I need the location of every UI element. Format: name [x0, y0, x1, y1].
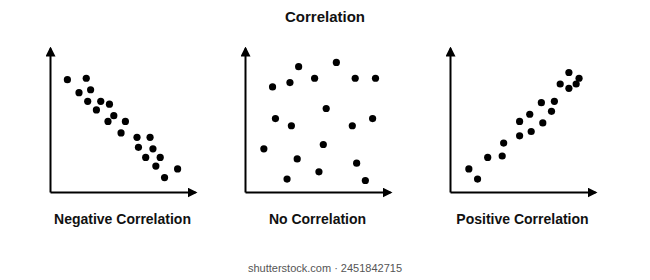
- point: [75, 89, 82, 96]
- point: [372, 75, 379, 82]
- footer: shutterstock.com · 2451842715: [248, 262, 402, 274]
- chart-title: Positive Correlation: [456, 211, 588, 227]
- point: [104, 118, 111, 125]
- point: [320, 141, 327, 148]
- point: [146, 134, 153, 141]
- point: [295, 63, 302, 70]
- point: [565, 69, 572, 76]
- y-axis: [450, 49, 451, 193]
- point: [149, 145, 156, 152]
- point: [362, 177, 369, 184]
- point: [288, 122, 295, 129]
- points: [64, 75, 181, 182]
- point: [352, 75, 359, 82]
- point: [465, 165, 472, 172]
- point: [122, 118, 129, 125]
- axis-line: [246, 192, 391, 194]
- point: [174, 165, 181, 172]
- axis-line: [451, 192, 596, 194]
- point: [142, 154, 149, 161]
- point: [565, 85, 572, 92]
- axis-line: [51, 192, 196, 194]
- point: [551, 98, 558, 105]
- point: [272, 115, 279, 122]
- panel: Negative Correlation: [51, 49, 196, 228]
- points: [465, 69, 582, 183]
- point: [260, 145, 267, 152]
- point: [286, 79, 293, 86]
- point: [87, 86, 94, 93]
- point: [526, 111, 533, 118]
- point: [117, 129, 124, 136]
- axis-line: [450, 49, 452, 193]
- point: [106, 101, 113, 108]
- point: [369, 115, 376, 122]
- x-axis: [51, 192, 196, 193]
- point: [294, 155, 301, 162]
- y-axis: [245, 49, 246, 193]
- point: [516, 132, 523, 139]
- axis-line: [245, 49, 247, 193]
- point: [353, 160, 360, 167]
- point: [333, 59, 340, 66]
- point: [152, 162, 159, 169]
- point: [135, 144, 142, 151]
- point: [161, 174, 168, 181]
- point: [315, 168, 322, 175]
- axis-line: [50, 49, 52, 193]
- point: [110, 112, 117, 119]
- point: [538, 99, 545, 106]
- point: [97, 98, 104, 105]
- main-title: Correlation: [285, 8, 365, 25]
- point: [539, 119, 546, 126]
- point: [499, 152, 506, 159]
- background: [0, 0, 650, 280]
- x-axis: [246, 192, 391, 193]
- point: [84, 98, 91, 105]
- point: [157, 154, 164, 161]
- point: [269, 83, 276, 90]
- points: [260, 59, 379, 184]
- point: [323, 105, 330, 112]
- chart-title: Negative Correlation: [54, 211, 191, 227]
- panel: Positive Correlation: [451, 49, 596, 228]
- x-axis: [451, 192, 596, 193]
- point: [283, 175, 290, 182]
- point: [484, 154, 491, 161]
- point: [64, 76, 71, 83]
- y-axis: [50, 49, 51, 193]
- point: [311, 75, 318, 82]
- point: [528, 128, 535, 135]
- point: [83, 75, 90, 82]
- panel: No Correlation: [246, 49, 391, 228]
- point: [548, 108, 555, 115]
- point: [349, 122, 356, 129]
- point: [93, 106, 100, 113]
- point: [474, 175, 481, 182]
- point: [557, 80, 564, 87]
- point: [500, 139, 507, 146]
- point: [133, 134, 140, 141]
- point: [575, 75, 582, 82]
- point: [516, 118, 523, 125]
- chart-title: No Correlation: [269, 211, 366, 227]
